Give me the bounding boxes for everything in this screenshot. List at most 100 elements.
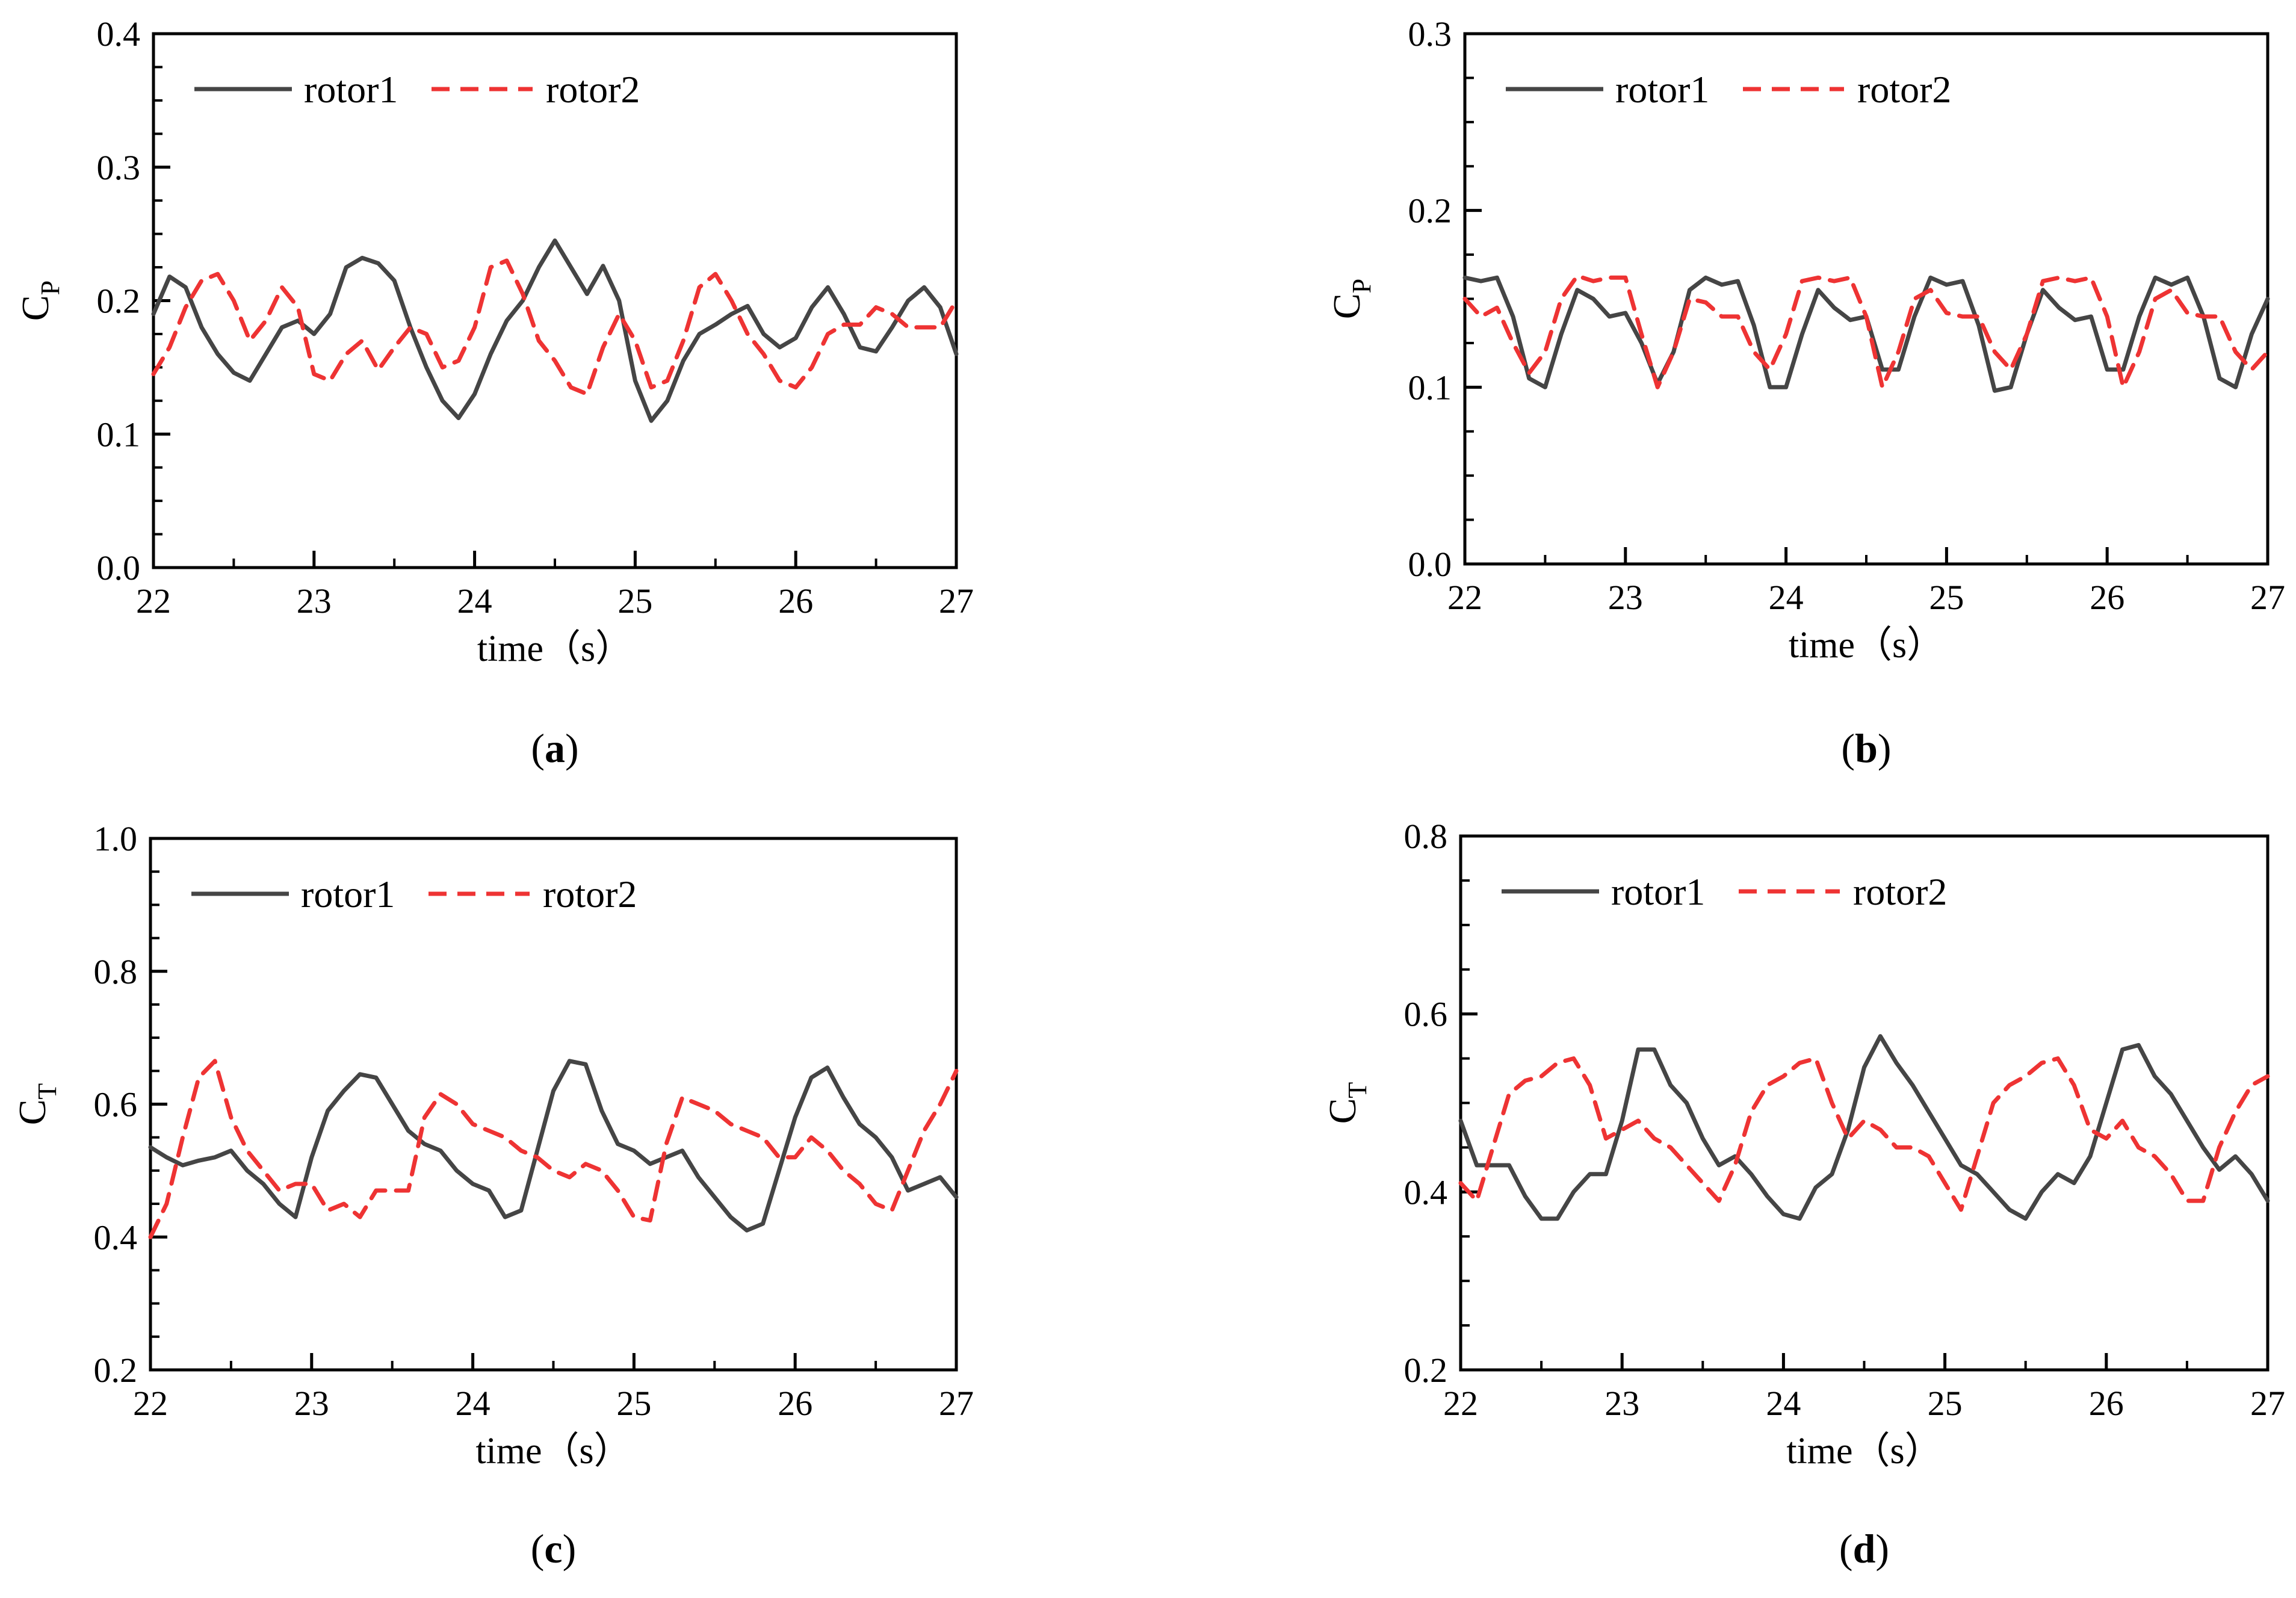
legend-label-rotor2: rotor2 [543, 873, 637, 915]
panel-label: (c) [531, 1526, 577, 1572]
x-tick-label: 26 [778, 581, 813, 621]
y-tick-label: 0.6 [1404, 995, 1448, 1034]
x-tick-label: 27 [2250, 578, 2285, 617]
y-tick-label: 0.3 [1408, 14, 1452, 54]
x-tick-label: 25 [1929, 578, 1964, 617]
y-axis-label-main: C [1325, 293, 1368, 319]
x-tick-label: 25 [617, 581, 652, 621]
y-tick-label: 1.0 [94, 819, 138, 858]
x-tick-label: 27 [2250, 1384, 2285, 1423]
y-axis-label-main: C [1321, 1098, 1364, 1124]
y-axis-label-subscript: T [1343, 1082, 1372, 1098]
x-axis-label: time（s） [1789, 625, 1944, 666]
y-tick-label: 0.4 [1404, 1172, 1448, 1212]
series-line-rotor1 [148, 1059, 959, 1233]
series-line-rotor2 [1458, 1056, 2270, 1212]
legend-label-rotor1: rotor1 [301, 873, 395, 915]
legend: rotor1 rotor2 [1506, 68, 1951, 111]
x-tick-label: 24 [1766, 1384, 1801, 1423]
y-tick-label: 0.3 [97, 148, 141, 187]
series-line-rotor2 [1462, 273, 2270, 389]
y-tick-label: 0.8 [94, 952, 138, 991]
legend-label-rotor2: rotor2 [1857, 68, 1951, 111]
y-tick-label: 0.2 [1404, 1351, 1448, 1390]
panel-label-open-paren: ( [1841, 725, 1855, 771]
legend-label-rotor1: rotor1 [1611, 870, 1705, 913]
series-line-rotor1 [1458, 1034, 2270, 1221]
panel-label-close-paren: ) [1878, 725, 1892, 771]
x-tick-label: 22 [1443, 1384, 1478, 1423]
legend: rotor1 rotor2 [1502, 870, 1947, 913]
y-tick-label: 0.8 [1404, 817, 1448, 856]
y-tick-label: 0.4 [94, 1218, 138, 1257]
x-tick-label: 23 [297, 581, 332, 621]
y-axis-label-subscript: T [32, 1083, 62, 1100]
x-tick-label: 22 [133, 1384, 168, 1423]
legend-label-rotor1: rotor1 [1615, 68, 1709, 111]
y-tick-label: 0.1 [97, 415, 141, 454]
y-axis-label-main: C [11, 1100, 54, 1126]
x-tick-label: 26 [2090, 578, 2124, 617]
panel-label-letter: b [1855, 725, 1878, 771]
plot-frame [149, 837, 958, 1372]
legend-label-rotor2: rotor2 [546, 68, 640, 111]
x-tick-label: 23 [1604, 1384, 1639, 1423]
series-line-rotor2 [148, 1059, 959, 1239]
chart-panel-c: 0.20.40.60.81.022 23 24 25 26 27time（s）CTroto… [11, 819, 974, 1572]
y-axis-label: CP [14, 280, 65, 321]
x-tick-label: 27 [939, 1384, 974, 1423]
x-tick-label: 24 [1769, 578, 1804, 617]
panel-label: (b) [1841, 725, 1891, 771]
x-tick-label: 25 [616, 1384, 651, 1423]
plot-frame [1459, 834, 2270, 1372]
panel-label-close-paren: ) [1875, 1526, 1889, 1572]
panel-label-open-paren: ( [1839, 1526, 1853, 1572]
panel-label-open-paren: ( [531, 725, 545, 771]
y-tick-label: 0.2 [94, 1351, 138, 1390]
series-line-rotor1 [151, 238, 959, 423]
y-axis-label-main: C [14, 295, 57, 321]
chart-panel-a: 0.00.10.20.30.422 23 24 25 26 27time（s）CProto… [14, 14, 974, 771]
x-tick-label: 22 [1447, 578, 1482, 617]
x-axis-label: time（s） [475, 1431, 631, 1472]
x-tick-label: 26 [778, 1384, 812, 1423]
panel-label-close-paren: ) [565, 725, 579, 771]
y-tick-label: 0.2 [1408, 191, 1452, 231]
legend-label-rotor1: rotor1 [304, 68, 398, 111]
y-tick-label: 0.4 [97, 14, 141, 54]
legend-label-rotor2: rotor2 [1853, 870, 1947, 913]
y-axis-label: CP [1325, 279, 1376, 319]
series-line-rotor2 [151, 258, 959, 397]
x-axis-label: time（s） [1786, 1431, 1942, 1472]
x-axis-label: time（s） [477, 628, 633, 669]
x-tick-label: 24 [456, 1384, 490, 1423]
y-tick-label: 0.0 [1408, 545, 1452, 584]
y-tick-label: 0.1 [1408, 368, 1452, 407]
x-tick-label: 23 [294, 1384, 329, 1423]
x-tick-label: 23 [1608, 578, 1643, 617]
y-tick-label: 0.2 [97, 282, 141, 321]
y-tick-label: 0.0 [97, 548, 141, 587]
x-tick-label: 22 [136, 581, 171, 621]
y-axis-label: CT [11, 1083, 62, 1126]
x-tick-label: 25 [1928, 1384, 1963, 1423]
panel-label: (a) [531, 725, 578, 771]
panel-label-letter: c [544, 1526, 562, 1572]
y-tick-label: 0.6 [94, 1085, 138, 1124]
panel-label-close-paren: ) [563, 1526, 577, 1572]
y-axis-label-subscript: P [1347, 279, 1376, 293]
x-tick-label: 26 [2089, 1384, 2124, 1423]
x-tick-label: 27 [939, 581, 974, 621]
y-axis-label: CT [1321, 1082, 1372, 1124]
panel-label: (d) [1839, 1526, 1889, 1572]
series-line-rotor1 [1462, 275, 2270, 393]
panel-label-letter: d [1853, 1526, 1876, 1572]
panel-label-open-paren: ( [531, 1526, 545, 1572]
panel-label-letter: a [545, 725, 565, 771]
y-axis-label-subscript: P [36, 280, 65, 295]
x-tick-label: 24 [457, 581, 492, 621]
legend: rotor1 rotor2 [194, 68, 640, 111]
